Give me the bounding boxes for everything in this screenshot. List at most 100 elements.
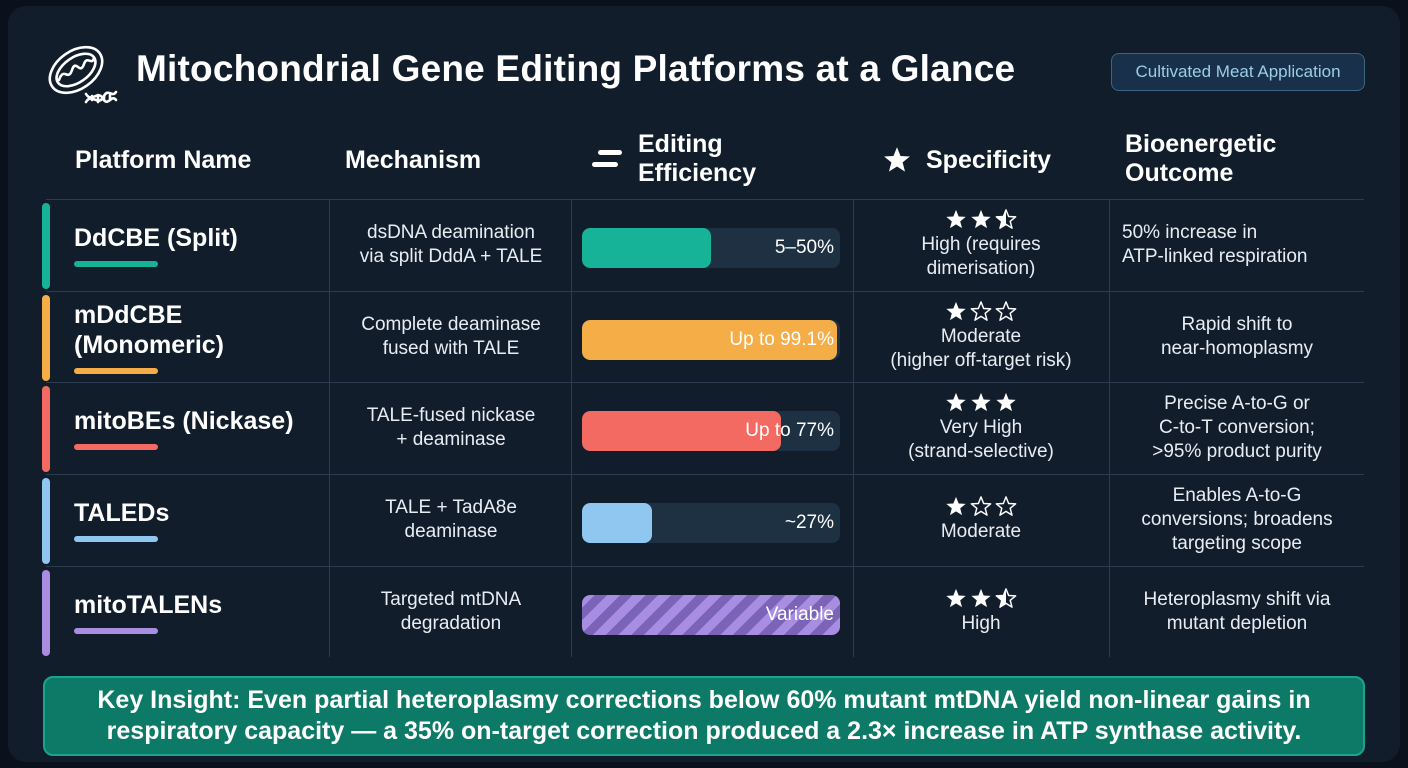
column-header-mechanism: Mechanism — [345, 145, 482, 174]
platform-name-cell: DdCBE (Split) — [74, 200, 334, 290]
mechanism-line2: deaminase — [404, 521, 498, 542]
star-filled-icon — [946, 301, 966, 321]
star-filled-icon — [946, 588, 966, 608]
mechanism-cell: Complete deaminase fused with TALE — [332, 292, 570, 382]
mechanism-line1: TALE-fused nickase — [366, 405, 536, 426]
outcome-line1: 50% increase in — [1122, 222, 1258, 243]
efficiency-bar-track: Up to 99.1% — [582, 320, 840, 360]
platform-name: TALEDs — [74, 499, 170, 527]
platform-name: DdCBE (Split) — [74, 224, 238, 252]
column-divider — [329, 199, 330, 657]
table-row: DdCBE (Split) dsDNA deamination via split … — [42, 200, 1364, 290]
specificity-cell: Moderate — [854, 475, 1108, 565]
mechanism-cell: TALE-fused nickase + deaminase — [332, 383, 570, 473]
outcome-line3: >95% product purity — [1152, 441, 1322, 462]
efficiency-value: ~27% — [784, 512, 834, 533]
platform-name: mitoBEs (Nickase) — [74, 407, 294, 435]
insight-line2: respiratory capacity — a 35% on-target c… — [106, 717, 1302, 745]
star-filled-icon — [971, 209, 991, 229]
specificity-line1: Moderate — [940, 326, 1022, 347]
mechanism-line1: Complete deaminase — [361, 314, 541, 335]
outcome-header-line1: Bioenergetic — [1125, 130, 1277, 158]
efficiency-bars-icon — [592, 148, 624, 170]
outcome-line2: mutant depletion — [1166, 613, 1308, 634]
column-header-efficiency: Editing Efficiency — [592, 129, 756, 189]
efficiency-value: Variable — [765, 604, 834, 625]
efficiency-header-line2: Efficiency — [638, 159, 757, 187]
outcome-cell: 50% increase in ATP-linked respiration — [1112, 200, 1362, 290]
outcome-line1: Heteroplasmy shift via — [1143, 589, 1331, 610]
specificity-line1: Very High — [939, 417, 1023, 438]
platform-name-cell: TALEDs — [74, 475, 334, 565]
platform-underline — [74, 628, 158, 634]
star-rating — [945, 209, 1017, 230]
star-icon — [882, 146, 912, 174]
column-divider — [853, 199, 854, 657]
platform-name-cell: mDdCBE (Monomeric) — [74, 292, 334, 382]
table-row: TALEDs TALE + TadA8e deaminase ~27% Moderate… — [42, 475, 1364, 565]
efficiency-bar-fill — [582, 320, 838, 360]
specificity-text: Moderate (higher off-target risk) — [890, 325, 1071, 373]
outcome-cell: Rapid shift to near-homoplasmy — [1112, 292, 1362, 382]
star-filled-icon — [946, 209, 966, 229]
efficiency-header-text: Editing Efficiency — [638, 130, 756, 188]
row-accent-bar — [42, 295, 50, 381]
outcome-cell: Enables A-to-G conversions; broadens targe… — [1112, 475, 1362, 565]
star-rating — [945, 392, 1017, 413]
star-filled-icon — [946, 392, 966, 412]
outcome-line3: targeting scope — [1172, 533, 1302, 554]
efficiency-bar-fill — [582, 595, 840, 635]
table-row: mitoTALENs Targeted mtDNA degradation Varia… — [42, 567, 1364, 657]
platform-name-cell: mitoTALENs — [74, 567, 334, 657]
mechanism-line2: via split DddA + TALE — [359, 246, 543, 267]
key-insight-banner: Key Insight: Even partial heteroplasmy c… — [43, 676, 1365, 756]
platform-name-cell: mitoBEs (Nickase) — [74, 383, 334, 473]
outcome-cell: Precise A-to-G or C-to-T conversion; >95% … — [1112, 383, 1362, 473]
main-panel — [8, 6, 1400, 762]
efficiency-bar-fill — [582, 411, 781, 451]
efficiency-bar-track: Variable — [582, 595, 840, 635]
specificity-line2: (higher off-target risk) — [890, 350, 1072, 371]
star-half-icon — [995, 588, 1017, 608]
specificity-line2: dimerisation) — [926, 258, 1036, 279]
outcome-line1: Rapid shift to — [1181, 314, 1293, 335]
table-row: mitoBEs (Nickase) TALE-fused nickase + dea… — [42, 383, 1364, 473]
table-divider — [46, 474, 1364, 475]
row-accent-bar — [42, 386, 50, 472]
specificity-text: High — [961, 612, 1000, 636]
column-divider — [571, 199, 572, 657]
star-empty-icon — [995, 301, 1017, 321]
star-filled-icon — [946, 496, 966, 516]
specificity-text: Moderate — [941, 520, 1021, 544]
mechanism-cell: TALE + TadA8e deaminase — [332, 475, 570, 565]
efficiency-value: Up to 99.1% — [729, 329, 834, 350]
specificity-text: Very High (strand-selective) — [908, 416, 1054, 464]
table-row: mDdCBE (Monomeric) Complete deaminase fuse… — [42, 292, 1364, 382]
mechanism-line1: dsDNA deamination — [367, 222, 535, 243]
platform-name: mitoTALENs — [74, 591, 223, 619]
platform-underline — [74, 444, 158, 450]
row-accent-bar — [42, 203, 50, 289]
star-filled-icon — [971, 588, 991, 608]
specificity-cell: Very High (strand-selective) — [854, 383, 1108, 473]
outcome-line2: conversions; broadens — [1141, 509, 1333, 530]
star-empty-icon — [970, 496, 992, 516]
star-half-icon — [995, 209, 1017, 229]
star-rating — [945, 496, 1017, 517]
platform-underline — [74, 368, 158, 374]
column-header-specificity: Specificity — [882, 144, 1051, 176]
column-header-outcome: Bioenergetic Outcome — [1125, 129, 1276, 189]
efficiency-bar-track: Up to 77% — [582, 411, 840, 451]
outcome-line2: ATP-linked respiration — [1122, 246, 1308, 267]
specificity-cell: High — [854, 567, 1108, 657]
table-divider — [46, 566, 1364, 567]
outcome-line1: Precise A-to-G or — [1164, 393, 1310, 414]
outcome-cell: Heteroplasmy shift via mutant depletion — [1112, 567, 1362, 657]
efficiency-bar-fill — [582, 228, 711, 268]
efficiency-value: 5–50% — [774, 237, 834, 258]
platform-underline — [74, 536, 158, 542]
mechanism-cell: dsDNA deamination via split DddA + TALE — [332, 200, 570, 290]
mitochondrion-dna-icon — [48, 45, 118, 104]
application-badge: Cultivated Meat Application — [1111, 53, 1365, 91]
platform-underline — [74, 261, 158, 267]
